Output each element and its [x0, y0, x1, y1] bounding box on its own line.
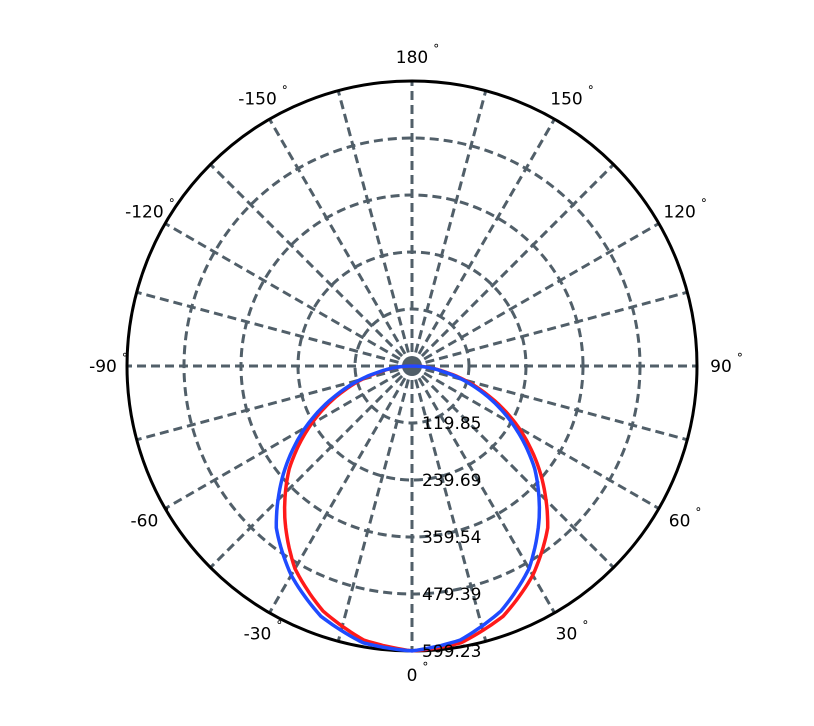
angle-tick-label: 180	[396, 48, 428, 68]
angle-tick-label: -30	[244, 625, 272, 645]
degree-symbol: °	[422, 660, 428, 674]
radius-gridline	[182, 136, 642, 596]
radial-tick-label: 479.39	[422, 585, 481, 605]
angle-gridline	[336, 365, 414, 642]
angle-gridline	[410, 163, 615, 368]
degree-symbol: °	[122, 351, 128, 365]
angle-gridline	[410, 365, 556, 614]
angle-tick-label: 150	[550, 89, 582, 109]
radial-tick-label: 359.54	[422, 528, 481, 548]
angle-gridline	[136, 290, 413, 368]
angle-gridline	[411, 290, 688, 368]
angle-tick-label: 120	[663, 203, 695, 223]
radius-gridline	[296, 250, 528, 482]
degree-symbol: °	[163, 506, 169, 520]
angle-gridline	[268, 118, 414, 367]
angle-tick-label: -90	[89, 357, 117, 377]
angle-gridline	[336, 90, 414, 367]
angle-tick-label: 60	[669, 512, 691, 532]
radius-gridline	[353, 307, 471, 425]
angle-gridline	[411, 222, 660, 368]
angle-gridline	[410, 365, 488, 642]
radial-tick-label: 119.85	[422, 414, 481, 434]
radial-tick-label: 239.69	[422, 471, 481, 491]
degree-symbol: °	[169, 197, 175, 211]
angle-gridline	[164, 222, 413, 368]
degree-symbol: °	[582, 619, 588, 633]
radius-gridline	[239, 193, 585, 539]
angle-gridline	[411, 364, 660, 510]
angle-gridline	[268, 365, 414, 614]
angle-gridline	[209, 163, 414, 368]
angle-gridline	[410, 118, 556, 367]
angle-gridline	[410, 364, 615, 569]
angle-tick-label: 90	[710, 357, 732, 377]
degree-symbol: °	[276, 619, 282, 633]
degree-symbol: °	[701, 197, 707, 211]
angle-gridline	[164, 364, 413, 510]
angle-gridline	[209, 364, 414, 569]
radial-tick-label: 599.23	[422, 642, 481, 662]
angle-tick-label: -150	[238, 89, 277, 109]
degree-symbol: °	[737, 351, 743, 365]
angle-tick-label: -120	[125, 203, 164, 223]
degree-symbol: °	[588, 83, 594, 97]
degree-symbol: °	[282, 83, 288, 97]
degree-symbol: °	[695, 506, 701, 520]
angle-tick-label: -60	[131, 512, 159, 532]
angle-tick-label: 30	[556, 625, 578, 645]
series-line-1	[282, 364, 550, 653]
angle-tick-label: 0	[407, 666, 418, 686]
angle-gridline	[410, 90, 488, 367]
degree-symbol: °	[433, 42, 439, 56]
